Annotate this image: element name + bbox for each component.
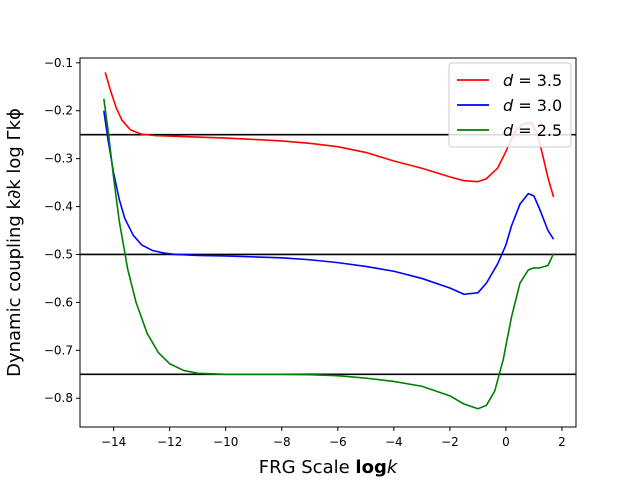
series-line-1 bbox=[103, 110, 555, 296]
y-tick-label: −0.6 bbox=[44, 295, 73, 309]
x-tick-label: −12 bbox=[157, 435, 182, 449]
x-tick-label: −2 bbox=[441, 435, 459, 449]
x-tick-label: −4 bbox=[385, 435, 403, 449]
y-tick-label: −0.7 bbox=[44, 343, 73, 357]
y-tick-label: −0.3 bbox=[44, 152, 73, 166]
x-axis-label-var: k bbox=[387, 457, 399, 478]
y-tick-label: −0.4 bbox=[44, 200, 73, 214]
x-tick-label: 0 bbox=[502, 435, 510, 449]
x-axis-label-prefix: FRG Scale bbox=[259, 457, 356, 478]
y-axis-label: Dynamic coupling k∂k log Γkϕ bbox=[4, 108, 25, 377]
y-tick-label: −0.2 bbox=[44, 104, 73, 118]
legend-label-0: d = 3.5 bbox=[503, 71, 562, 90]
axis-ticks: −14 −12 −10 −8 −6 −4 −2 0 2 −0.8 −0.7 −0.6 −0.5 −0.4 −… bbox=[44, 56, 566, 449]
legend: d = 3.5 d = 3.0 d = 2.5 bbox=[448, 62, 572, 148]
legend-label-2: d = 2.5 bbox=[503, 121, 562, 140]
legend-label-1: d = 3.0 bbox=[503, 96, 562, 115]
legend-box bbox=[448, 62, 572, 148]
x-axis-label-log: log bbox=[355, 457, 386, 478]
plot-frame bbox=[79, 57, 577, 428]
x-tick-label: −8 bbox=[273, 435, 291, 449]
y-tick-label: −0.5 bbox=[44, 247, 73, 261]
x-axis-label: FRG Scale logk bbox=[259, 457, 399, 478]
axes-frame bbox=[79, 57, 577, 428]
series-line-2 bbox=[103, 98, 555, 410]
y-tick-label: −0.1 bbox=[44, 56, 73, 70]
x-tick-label: −14 bbox=[101, 435, 126, 449]
x-tick-label: −6 bbox=[329, 435, 347, 449]
x-tick-label: 2 bbox=[558, 435, 566, 449]
x-tick-label: −10 bbox=[213, 435, 238, 449]
y-tick-label: −0.8 bbox=[44, 391, 73, 405]
